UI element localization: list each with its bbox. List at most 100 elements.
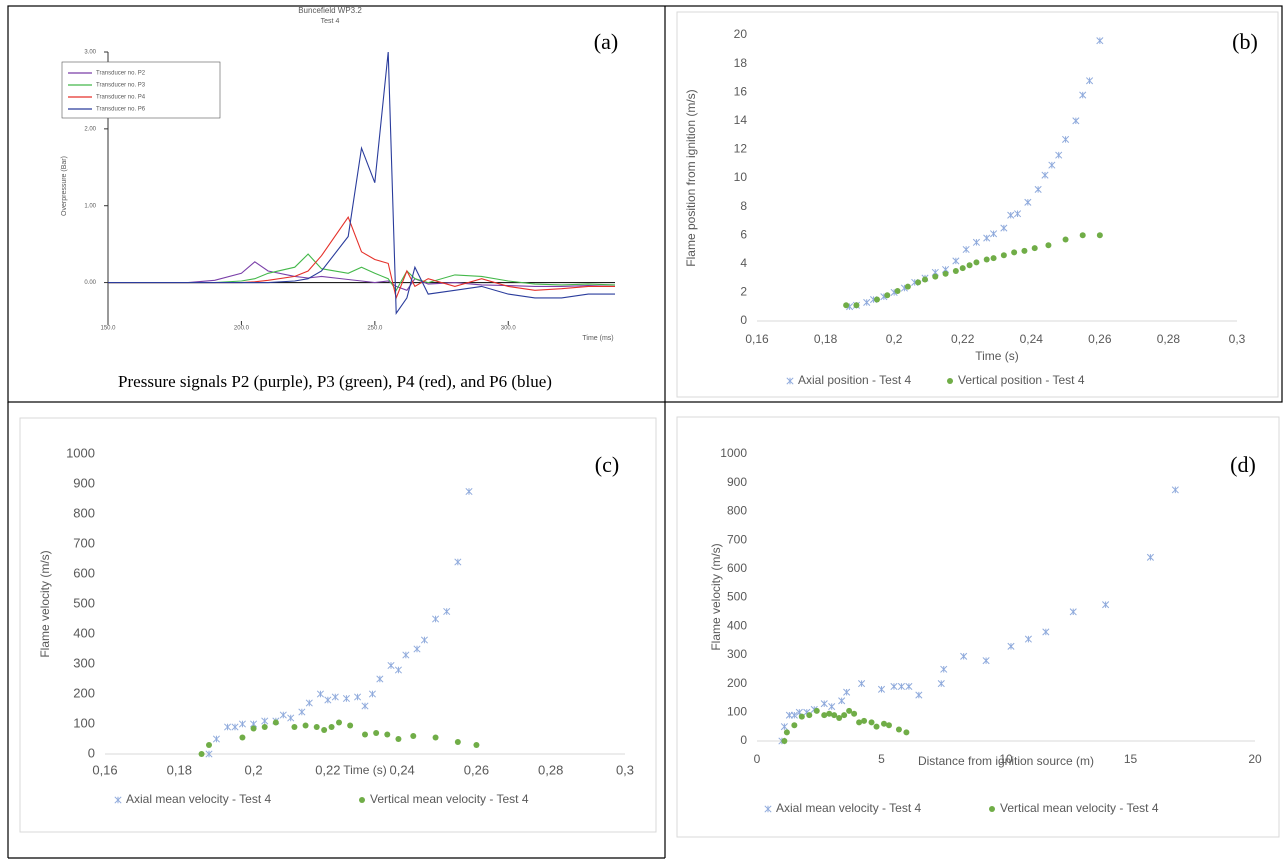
point xyxy=(838,697,846,705)
y-tick-label: 300 xyxy=(727,647,747,661)
point xyxy=(846,707,853,714)
x-tick-label: 0,16 xyxy=(745,332,769,346)
point xyxy=(1011,249,1018,256)
y-tick-label: 4 xyxy=(740,256,747,270)
y-axis-label: Flame velocity (m/s) xyxy=(38,550,52,657)
panel-label: (d) xyxy=(1230,452,1256,477)
point xyxy=(798,713,805,720)
point xyxy=(443,607,451,616)
point xyxy=(394,666,402,674)
point xyxy=(828,703,836,711)
x-tick-label: 0,22 xyxy=(951,332,975,346)
point xyxy=(368,690,376,698)
point xyxy=(261,717,269,725)
y-axis-label: Flame velocity (m/s) xyxy=(709,543,723,650)
y-tick-label: 14 xyxy=(734,113,748,127)
x-tick-label: 0,18 xyxy=(814,332,838,346)
point xyxy=(873,723,880,730)
point xyxy=(821,712,828,719)
point xyxy=(890,682,898,691)
point xyxy=(836,715,843,722)
chart-title: Buncefield WP3.2 xyxy=(298,6,362,15)
legend-label: Axial mean velocity - Test 4 xyxy=(126,792,271,806)
y-tick-label: 2 xyxy=(740,285,747,299)
point xyxy=(291,724,298,730)
point xyxy=(897,682,905,691)
point xyxy=(960,652,968,660)
point xyxy=(932,273,939,280)
legend-label: Transducer no. P2 xyxy=(96,71,146,77)
y-tick-label: 1000 xyxy=(720,446,747,460)
point xyxy=(250,725,257,732)
point xyxy=(261,724,268,730)
point xyxy=(904,283,911,290)
y-tick-label: 600 xyxy=(727,561,747,575)
x-tick-label: 0,2 xyxy=(886,332,903,346)
point xyxy=(302,722,309,729)
legend-marker xyxy=(989,806,995,812)
point xyxy=(376,675,384,683)
point xyxy=(362,731,368,738)
y-tick-label: 200 xyxy=(727,676,747,690)
plot-frame xyxy=(676,416,1280,838)
point xyxy=(336,719,342,726)
point xyxy=(1079,91,1087,99)
x-axis-label: Time (ms) xyxy=(582,335,613,342)
point xyxy=(1048,161,1056,169)
point xyxy=(321,727,328,733)
point xyxy=(272,719,279,726)
x-tick-label: 0,24 xyxy=(389,762,414,777)
x-tick-label: 250.0 xyxy=(367,326,383,332)
y-tick-label: 18 xyxy=(734,56,748,70)
point xyxy=(880,720,887,727)
x-axis-label: Time (s) xyxy=(975,349,1019,363)
caption: Pressure signals P2 (purple), P3 (green)… xyxy=(118,372,552,391)
x-tick-label: 0,28 xyxy=(538,762,563,777)
point xyxy=(1055,151,1063,159)
point xyxy=(942,270,949,277)
x-tick-label: 20 xyxy=(1248,752,1262,766)
y-tick-label: 10 xyxy=(734,170,748,184)
y-axis-label: Overpressure (Bar) xyxy=(61,156,68,216)
point xyxy=(342,694,350,703)
y-tick-label: 8 xyxy=(740,199,747,213)
x-tick-label: 0,22 xyxy=(315,762,340,777)
point xyxy=(420,636,428,644)
panel-label: (a) xyxy=(594,29,618,54)
point xyxy=(287,714,295,722)
legend-marker xyxy=(764,805,772,813)
y-tick-label: 20 xyxy=(734,27,748,41)
point xyxy=(354,693,362,701)
point xyxy=(1000,252,1007,259)
point xyxy=(305,699,313,707)
point xyxy=(915,691,923,699)
point xyxy=(1034,185,1042,193)
point xyxy=(940,665,948,673)
point xyxy=(473,742,480,748)
point xyxy=(791,722,798,729)
y-tick-label: 12 xyxy=(734,142,748,156)
panel-label: (b) xyxy=(1232,29,1258,54)
series-line xyxy=(108,261,616,291)
point xyxy=(1024,198,1032,206)
point xyxy=(813,707,820,714)
point xyxy=(783,729,790,736)
y-tick-label: 3.00 xyxy=(84,50,96,56)
x-tick-label: 0,24 xyxy=(1020,332,1044,346)
table-borders xyxy=(7,5,1283,859)
point xyxy=(331,693,339,701)
point xyxy=(952,267,959,274)
y-tick-label: 0 xyxy=(740,733,747,747)
point xyxy=(843,688,851,696)
y-tick-label: 900 xyxy=(727,475,747,489)
x-tick-label: 5 xyxy=(878,752,885,766)
point xyxy=(1021,247,1028,254)
point xyxy=(212,735,220,743)
point xyxy=(853,302,860,309)
x-axis-label: Time (s) xyxy=(343,763,387,777)
y-tick-label: 100 xyxy=(727,704,747,718)
point xyxy=(831,712,838,719)
point xyxy=(413,645,421,653)
